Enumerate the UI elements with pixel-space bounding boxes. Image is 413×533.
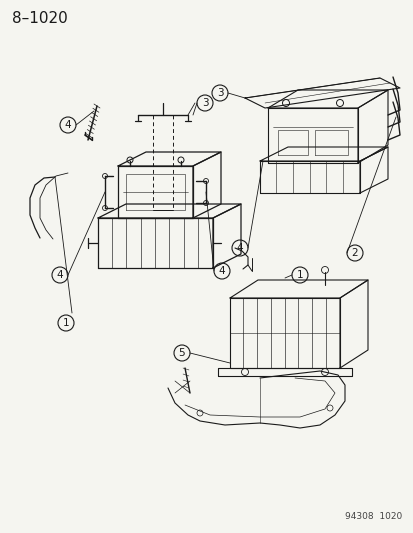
Text: 5: 5: [178, 348, 185, 358]
Text: 4: 4: [236, 243, 243, 253]
Text: 3: 3: [201, 98, 208, 108]
Text: 1: 1: [62, 318, 69, 328]
Text: 4: 4: [57, 270, 63, 280]
Text: 4: 4: [64, 120, 71, 130]
Text: 3: 3: [216, 88, 223, 98]
Text: 1: 1: [296, 270, 303, 280]
Text: 2: 2: [351, 248, 357, 258]
Text: 8–1020: 8–1020: [12, 11, 68, 26]
Text: 4: 4: [218, 266, 225, 276]
Text: 94308  1020: 94308 1020: [344, 512, 401, 521]
